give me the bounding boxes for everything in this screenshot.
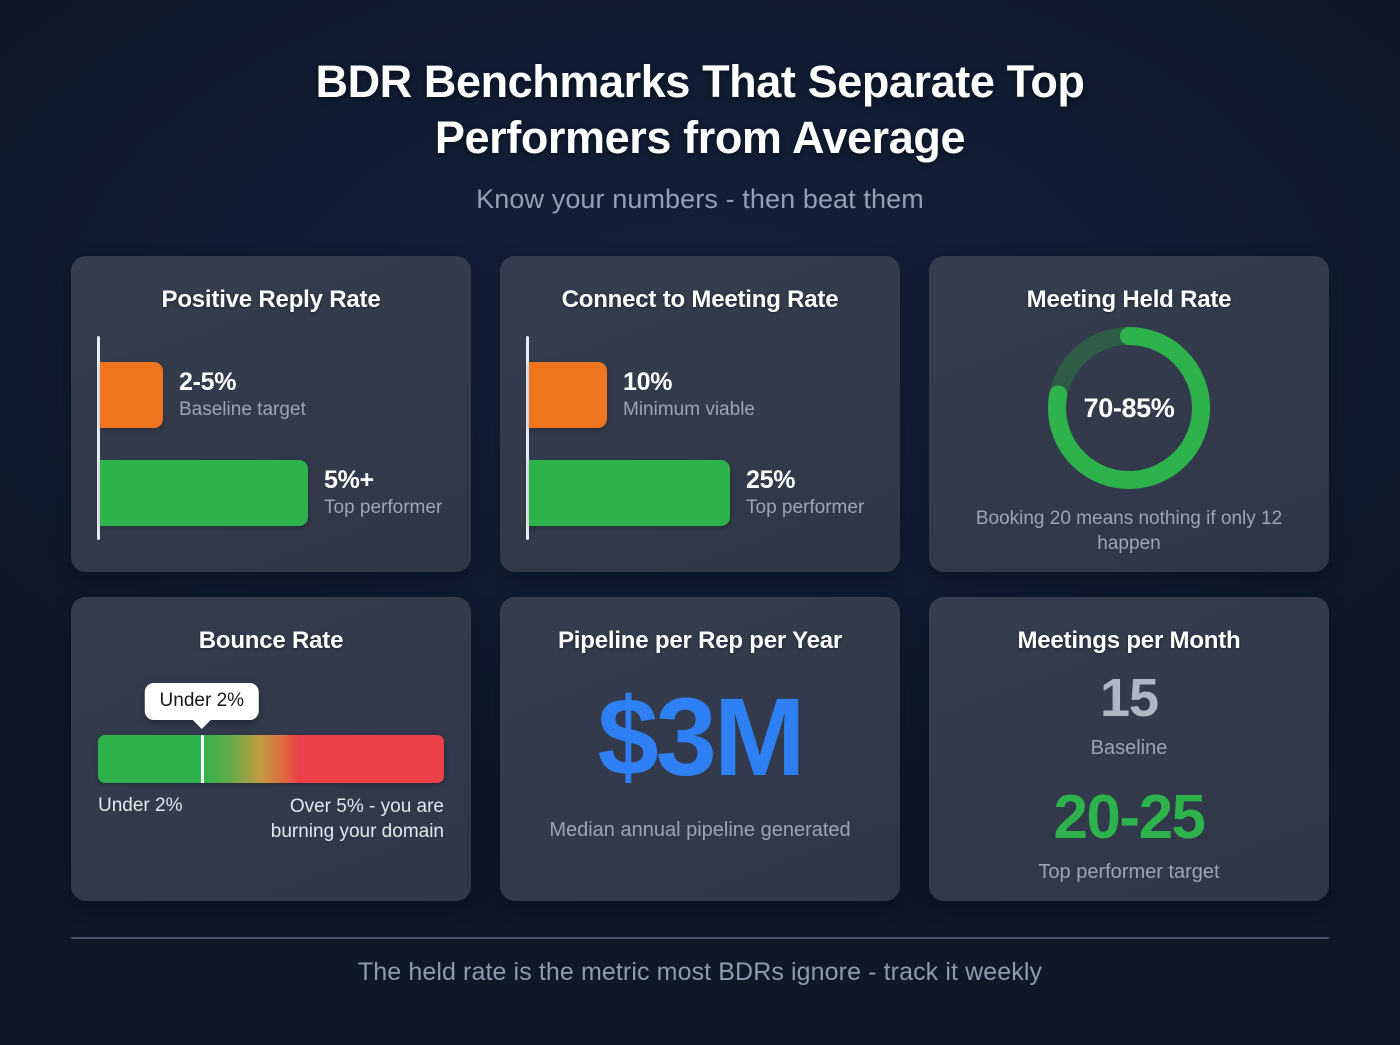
card-pipeline-per-rep: Pipeline per Rep per Year $3M Median ann… [500, 597, 900, 901]
bounce-threshold-marker [200, 735, 204, 783]
card-meeting-held-rate: Meeting Held Rate 70-85% Booking 20 mean… [929, 256, 1329, 572]
bounce-gradient-bar [98, 735, 444, 783]
card-positive-reply-rate: Positive Reply Rate 2-5% Baseline target… [71, 256, 471, 572]
kpi-pair: 15 Baseline 20-25 Top performer target [929, 671, 1329, 884]
bar-top-performer [100, 460, 308, 526]
pipeline-value: $3M [597, 675, 806, 799]
bar-top-performer [529, 460, 730, 526]
donut-chart-wrapper: 70-85% [929, 326, 1329, 490]
kpi-hero: $3M Median annual pipeline generated [500, 597, 900, 901]
bar-labels: 25% Top performer [746, 466, 864, 520]
bounce-tooltip: Under 2% [144, 683, 260, 720]
card-title: Meeting Held Rate [1026, 286, 1232, 313]
bar-row-baseline: 2-5% Baseline target [100, 362, 306, 428]
bar-sublabel: Top performer [324, 497, 443, 519]
bar-labels: 5%+ Top performer [324, 466, 442, 520]
bounce-range-labels: Under 2% Over 5% - you are burning your … [98, 795, 444, 844]
bar-labels: 10% Minimum viable [623, 368, 755, 422]
donut-center-value: 70-85% [1083, 392, 1175, 423]
donut-svg [1048, 327, 1210, 489]
bar-minimum-viable [529, 362, 607, 428]
bar-row-minimum-viable: 10% Minimum viable [529, 362, 755, 428]
donut-value-arc [1048, 327, 1210, 489]
bar-labels: 2-5% Baseline target [179, 368, 306, 422]
bar-sublabel: Minimum viable [623, 399, 755, 421]
bar-value: 5%+ [324, 466, 374, 495]
page-subtitle: Know your numbers - then beat them [476, 183, 924, 214]
page-title: BDR Benchmarks That Separate Top Perform… [315, 56, 1085, 163]
footer-text: The held rate is the metric most BDRs ig… [357, 958, 1043, 986]
card-title: Bounce Rate [198, 627, 344, 654]
footer-divider [71, 937, 1329, 939]
pipeline-sublabel: Median annual pipeline generated [549, 818, 851, 841]
bar-value: 25% [746, 466, 796, 495]
baseline-label: Baseline [1090, 737, 1168, 759]
bar-row-top-performer: 5%+ Top performer [100, 460, 442, 526]
card-title: Positive Reply Rate [161, 286, 381, 313]
bar-row-top-performer: 25% Top performer [529, 460, 864, 526]
bar-sublabel: Top performer [746, 497, 865, 519]
chart-axis-line [97, 336, 100, 540]
chart-axis-line [526, 336, 529, 540]
bar-value: 2-5% [179, 368, 237, 397]
metrics-grid: Positive Reply Rate 2-5% Baseline target… [71, 256, 1329, 901]
top-performer-label: Top performer target [1038, 861, 1220, 883]
card-connect-to-meeting-rate: Connect to Meeting Rate 10% Minimum viab… [500, 256, 900, 572]
card-bounce-rate: Bounce Rate Under 2% Under 2% Over 5% - … [71, 597, 471, 901]
bar-chart-connect-meeting: 10% Minimum viable 25% Top performer [526, 334, 886, 556]
bar-chart-positive-reply: 2-5% Baseline target 5%+ Top performer [97, 334, 457, 556]
bounce-label-right: Over 5% - you are burning your domain [270, 796, 444, 842]
bar-value: 10% [623, 368, 673, 397]
top-performer-value: 20-25 [1053, 783, 1206, 852]
bar-sublabel: Baseline target [179, 399, 306, 421]
card-title: Pipeline per Rep per Year [557, 627, 843, 654]
card-meetings-per-month: Meetings per Month 15 Baseline 20-25 Top… [929, 597, 1329, 901]
header: BDR Benchmarks That Separate Top Perform… [0, 54, 1400, 215]
bounce-gauge: Under 2% Under 2% Over 5% - you are burn… [98, 683, 444, 844]
tooltip-row: Under 2% [98, 683, 444, 735]
card-title: Connect to Meeting Rate [561, 286, 839, 313]
donut-chart-meeting-held: 70-85% [1047, 326, 1211, 490]
baseline-value: 15 [1099, 668, 1159, 728]
card-title: Meetings per Month [1017, 627, 1241, 654]
bounce-label-left: Under 2% [98, 795, 183, 816]
bar-baseline [100, 362, 163, 428]
donut-note: Booking 20 means nothing if only 12 happ… [975, 508, 1283, 555]
